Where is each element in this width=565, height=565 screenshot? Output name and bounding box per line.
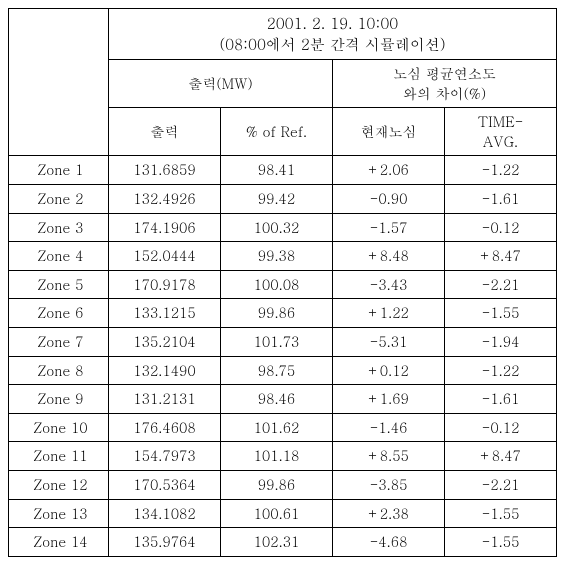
table-body: Zone 1131.685998.41+2.06-1.22Zone 2132.4… (9, 156, 557, 556)
current-cell: -1.46 (333, 413, 445, 442)
power-cell: 131.6859 (109, 156, 221, 185)
title-line2: (08:00에서 2분 간격 시뮬레이션) (220, 34, 446, 55)
pctref-cell: 99.86 (221, 299, 333, 328)
col-header-current: 현재노심 (333, 108, 445, 156)
zone-cell: Zone 4 (9, 242, 109, 271)
timeavg-cell: +8.47 (445, 242, 557, 271)
timeavg-cell: -1.61 (445, 385, 557, 414)
zone-cell: Zone 1 (9, 156, 109, 185)
title-line1: 2001. 2. 19. 10:00 (267, 13, 398, 34)
current-cell: +1.69 (333, 385, 445, 414)
timeavg-cell: -0.12 (445, 213, 557, 242)
table-row: Zone 10176.4608101.62-1.46-0.12 (9, 413, 557, 442)
table-row: Zone 12170.536499.86-3.85-2.21 (9, 470, 557, 499)
current-cell: +0.12 (333, 356, 445, 385)
current-cell: +8.55 (333, 442, 445, 471)
power-cell: 154.7973 (109, 442, 221, 471)
pctref-cell: 100.08 (221, 270, 333, 299)
current-cell: +8.48 (333, 242, 445, 271)
pctref-cell: 99.86 (221, 470, 333, 499)
col-header-timeavg: TIME- AVG. (445, 108, 557, 156)
table-row: Zone 4152.044499.38+8.48+8.47 (9, 242, 557, 271)
timeavg-cell: -1.94 (445, 327, 557, 356)
table-row: Zone 1131.685998.41+2.06-1.22 (9, 156, 557, 185)
pctref-cell: 102.31 (221, 528, 333, 557)
power-cell: 131.2131 (109, 385, 221, 414)
timeavg-cell: -2.21 (445, 270, 557, 299)
pctref-cell: 101.62 (221, 413, 333, 442)
current-cell: -5.31 (333, 327, 445, 356)
current-cell: -3.43 (333, 270, 445, 299)
zone-cell: Zone 3 (9, 213, 109, 242)
zone-cell: Zone 12 (9, 470, 109, 499)
pctref-cell: 100.32 (221, 213, 333, 242)
col-header-zone (9, 9, 109, 156)
table-row: Zone 11154.7973101.18+8.55+8.47 (9, 442, 557, 471)
zone-cell: Zone 9 (9, 385, 109, 414)
table-row: Zone 3174.1906100.32-1.57-0.12 (9, 213, 557, 242)
pctref-cell: 100.61 (221, 499, 333, 528)
col-group-power: 출력(MW) (109, 60, 333, 108)
current-cell: -1.57 (333, 213, 445, 242)
power-cell: 132.1490 (109, 356, 221, 385)
power-cell: 174.1906 (109, 213, 221, 242)
zone-cell: Zone 8 (9, 356, 109, 385)
current-cell: +1.22 (333, 299, 445, 328)
table-row: Zone 2132.492699.42-0.90-1.61 (9, 184, 557, 213)
timeavg-cell: -2.21 (445, 470, 557, 499)
col-group-burnup: 노심 평균연소도 와의 차이(%) (333, 60, 557, 108)
table-row: Zone 8132.149098.75+0.12-1.22 (9, 356, 557, 385)
power-cell: 134.1082 (109, 499, 221, 528)
timeavg-cell: -1.55 (445, 299, 557, 328)
timeavg-cell: -0.12 (445, 413, 557, 442)
pctref-cell: 98.46 (221, 385, 333, 414)
current-cell: -0.90 (333, 184, 445, 213)
pctref-cell: 99.38 (221, 242, 333, 271)
table-row: Zone 7135.2104101.73-5.31-1.94 (9, 327, 557, 356)
table-row: Zone 14135.9764102.31-4.68-1.55 (9, 528, 557, 557)
current-cell: +2.06 (333, 156, 445, 185)
power-cell: 133.1215 (109, 299, 221, 328)
col-header-power: 출력 (109, 108, 221, 156)
power-cell: 132.4926 (109, 184, 221, 213)
zone-cell: Zone 5 (9, 270, 109, 299)
current-cell: +2.38 (333, 499, 445, 528)
zone-cell: Zone 10 (9, 413, 109, 442)
timeavg-cell: -1.22 (445, 356, 557, 385)
current-cell: -3.85 (333, 470, 445, 499)
table-row: Zone 13134.1082100.61+2.38-1.55 (9, 499, 557, 528)
timeavg-cell: +8.47 (445, 442, 557, 471)
timeavg-cell: -1.55 (445, 528, 557, 557)
timeavg-cell: -1.55 (445, 499, 557, 528)
table-row: Zone 5170.9178100.08-3.43-2.21 (9, 270, 557, 299)
power-cell: 152.0444 (109, 242, 221, 271)
power-cell: 176.4608 (109, 413, 221, 442)
pctref-cell: 101.73 (221, 327, 333, 356)
power-cell: 170.9178 (109, 270, 221, 299)
power-cell: 170.5364 (109, 470, 221, 499)
col-header-pctref: % of Ref. (221, 108, 333, 156)
pctref-cell: 99.42 (221, 184, 333, 213)
timeavg-cell: -1.61 (445, 184, 557, 213)
zone-cell: Zone 7 (9, 327, 109, 356)
table-title: 2001. 2. 19. 10:00 (08:00에서 2분 간격 시뮬레이션) (109, 9, 557, 60)
pctref-cell: 98.41 (221, 156, 333, 185)
zone-cell: Zone 14 (9, 528, 109, 557)
pctref-cell: 98.75 (221, 356, 333, 385)
zone-data-table: 2001. 2. 19. 10:00 (08:00에서 2분 간격 시뮬레이션)… (8, 8, 557, 557)
current-cell: -4.68 (333, 528, 445, 557)
table-row: Zone 6133.121599.86+1.22-1.55 (9, 299, 557, 328)
pctref-cell: 101.18 (221, 442, 333, 471)
zone-cell: Zone 2 (9, 184, 109, 213)
timeavg-cell: -1.22 (445, 156, 557, 185)
power-cell: 135.2104 (109, 327, 221, 356)
zone-cell: Zone 13 (9, 499, 109, 528)
power-cell: 135.9764 (109, 528, 221, 557)
zone-cell: Zone 6 (9, 299, 109, 328)
zone-cell: Zone 11 (9, 442, 109, 471)
table-row: Zone 9131.213198.46+1.69-1.61 (9, 385, 557, 414)
